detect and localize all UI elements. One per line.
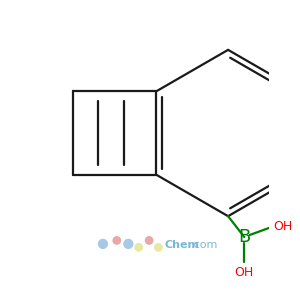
Text: OH: OH [235,266,254,279]
Point [136,245,141,250]
Point [156,245,161,250]
Point [114,238,119,243]
Text: OH: OH [274,220,293,233]
Text: B: B [238,228,250,246]
Text: .com: .com [191,240,218,250]
Text: Chem: Chem [164,240,199,250]
Point [147,238,152,243]
Point [100,242,105,246]
Point [126,242,131,246]
